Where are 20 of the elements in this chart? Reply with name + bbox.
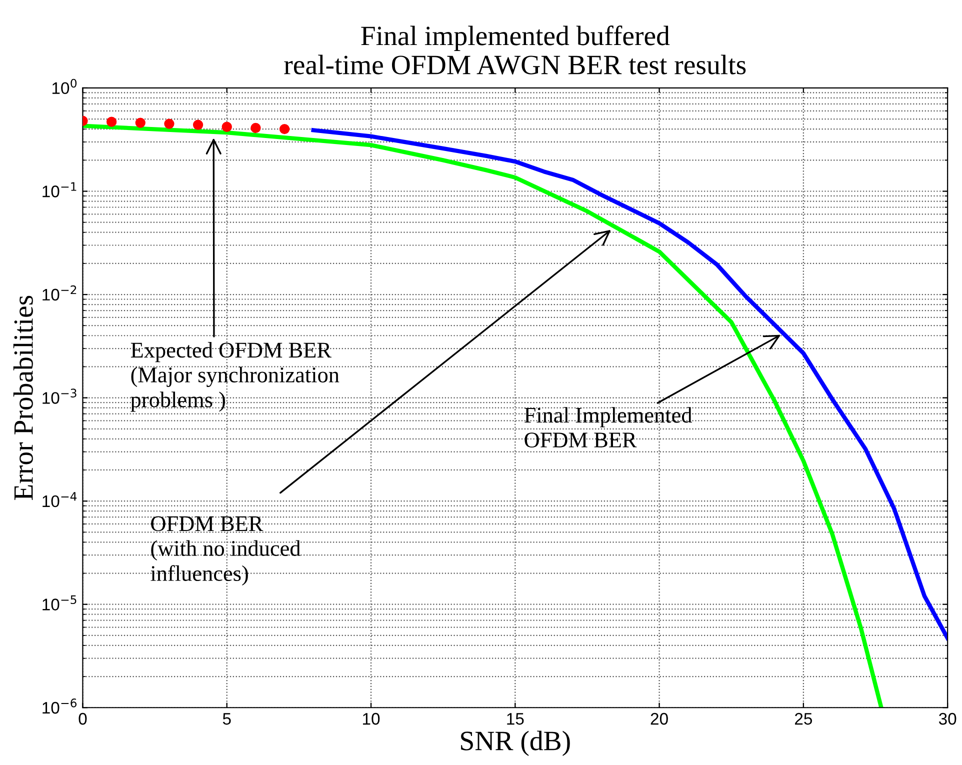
annotation: Expected OFDM BER (Major synchronization problems ) [130, 342, 340, 412]
x-tick-label: 10 [363, 712, 380, 725]
x-tick-label: 30 [938, 712, 956, 725]
y-tick-label: 10$^{−4}$ [42, 492, 77, 508]
y-tick-label: 10$^{−2}$ [42, 285, 76, 301]
y-tick-label: 10$^{−6}$ [42, 698, 77, 714]
x-tick-label: 20 [650, 712, 668, 725]
annotation: OFDM BER (with no induced influences) [150, 516, 301, 586]
x-tick-label: 25 [795, 712, 812, 725]
x-tick-label: 0 [78, 712, 87, 725]
annotation: Final Implemented OFDM BER [524, 407, 692, 448]
y-tick-label: 10$^{−1}$ [42, 182, 76, 198]
x-tick-label: 15 [507, 713, 524, 725]
y-tick-label: 10$^{0}$ [52, 78, 77, 94]
x-tick-label: 5 [222, 713, 231, 725]
y-axis-title: Error Probabilities [13, 296, 33, 500]
chart-title: Final implemented buffered real-time OFDM AWGN BER test results [284, 25, 746, 75]
y-tick-label: 10$^{−5}$ [42, 595, 76, 610]
x-axis-title: SNR (dB) [461, 730, 570, 756]
y-tick-label: 10$^{−3}$ [42, 388, 76, 404]
